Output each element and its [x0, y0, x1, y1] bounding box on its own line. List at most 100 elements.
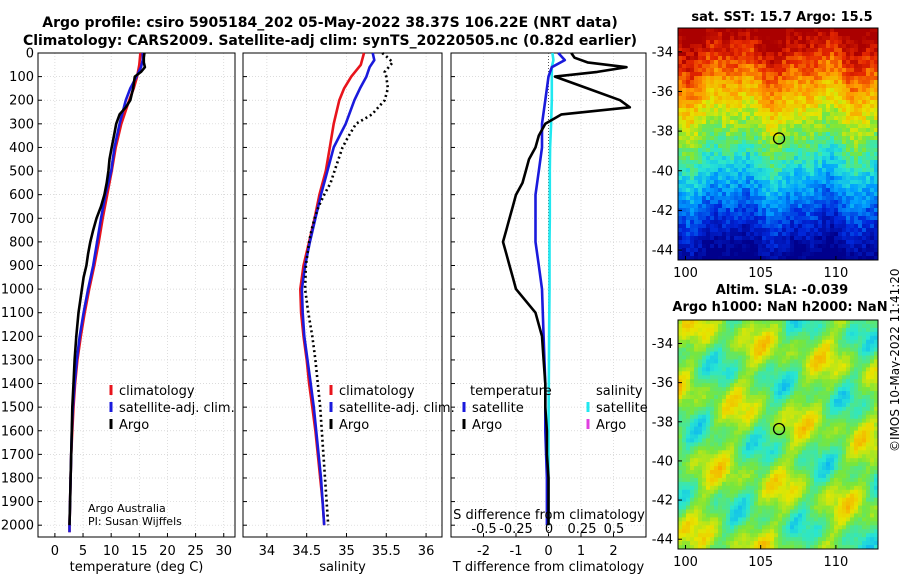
map-cell — [798, 68, 803, 73]
map-cell — [710, 68, 715, 73]
map-cell — [822, 402, 827, 408]
map-cell — [870, 426, 875, 431]
map-cell — [750, 339, 755, 345]
map-cell — [806, 339, 811, 345]
map-cell — [838, 395, 843, 400]
map-cell — [678, 410, 683, 416]
map-cell — [714, 116, 719, 121]
map-cell — [782, 96, 787, 101]
map-cell — [798, 84, 803, 89]
map-cell — [838, 40, 843, 45]
map-cell — [810, 454, 815, 459]
map-cell — [718, 395, 723, 400]
map-cell — [838, 212, 843, 217]
map-cell — [802, 422, 807, 428]
map-cell — [774, 44, 779, 49]
map-cell — [746, 204, 751, 209]
map-cell — [790, 188, 795, 193]
map-cell — [686, 256, 691, 261]
map-cell — [686, 108, 691, 113]
map-cell — [810, 442, 815, 447]
diff-s-tick-label: 0 — [545, 522, 553, 537]
map-cell — [810, 92, 815, 97]
map-cell — [734, 387, 739, 392]
map-cell — [854, 132, 859, 137]
map-cell — [854, 422, 859, 428]
map-cell — [770, 446, 775, 451]
map-cell — [726, 359, 731, 364]
map-cell — [678, 240, 683, 245]
map-cell — [778, 438, 783, 443]
map-cell — [750, 395, 755, 400]
map-cell — [710, 351, 715, 356]
map-cell — [742, 76, 747, 81]
map-cell — [738, 28, 743, 33]
map-cell — [734, 60, 739, 65]
map-cell — [738, 216, 743, 221]
map-cell — [754, 112, 759, 117]
map-cell — [802, 116, 807, 121]
map-cell — [762, 335, 767, 341]
map-cell — [846, 347, 851, 352]
map-cell — [874, 128, 879, 133]
map-cell — [838, 248, 843, 253]
map-cell — [770, 414, 775, 420]
map-cell — [850, 184, 855, 189]
map-cell — [858, 383, 863, 388]
map-cell — [830, 116, 835, 121]
map-cell — [790, 176, 795, 181]
map-cell — [782, 458, 787, 463]
map-cell — [810, 120, 815, 125]
map-cell — [870, 112, 875, 117]
map-cell — [842, 454, 847, 459]
map-cell — [682, 36, 687, 41]
map-cell — [794, 252, 799, 257]
map-cell — [722, 367, 727, 372]
map-cell — [762, 68, 767, 73]
map-cell — [790, 104, 795, 109]
map-cell — [774, 196, 779, 201]
map-cell — [734, 204, 739, 209]
map-cell — [822, 44, 827, 49]
map-cell — [778, 418, 783, 424]
map-cell — [722, 228, 727, 233]
map-cell — [686, 28, 691, 33]
map-cell — [726, 351, 731, 356]
map-cell — [778, 148, 783, 153]
map-cell — [810, 331, 815, 337]
map-cell — [702, 343, 707, 349]
map-cell — [754, 120, 759, 125]
map-cell — [818, 104, 823, 109]
map-cell — [834, 430, 839, 435]
map-cell — [798, 196, 803, 201]
map-cell — [762, 116, 767, 121]
map-cell — [814, 116, 819, 121]
map-cell — [762, 204, 767, 209]
map-cell — [682, 204, 687, 209]
map-cell — [842, 323, 847, 329]
map-cell — [862, 418, 867, 424]
map-cell — [854, 323, 859, 329]
map-cell — [682, 48, 687, 53]
map-cell — [854, 192, 859, 197]
map-cell — [822, 438, 827, 443]
map-cell — [858, 180, 863, 185]
map-cell — [702, 220, 707, 225]
map-cell — [782, 430, 787, 435]
map-cell — [834, 192, 839, 197]
map-cell — [802, 244, 807, 249]
map-cell — [734, 56, 739, 61]
map-cell — [730, 200, 735, 205]
map-cell — [686, 196, 691, 201]
map-cell — [866, 44, 871, 49]
map-cell — [738, 371, 743, 376]
map-cell — [798, 327, 803, 333]
map-cell — [858, 92, 863, 97]
map-cell — [718, 371, 723, 376]
map-cell — [762, 244, 767, 249]
map-cell — [866, 64, 871, 69]
map-cell — [862, 184, 867, 189]
map-cell — [694, 196, 699, 201]
map-cell — [862, 180, 867, 185]
map-cell — [794, 244, 799, 249]
